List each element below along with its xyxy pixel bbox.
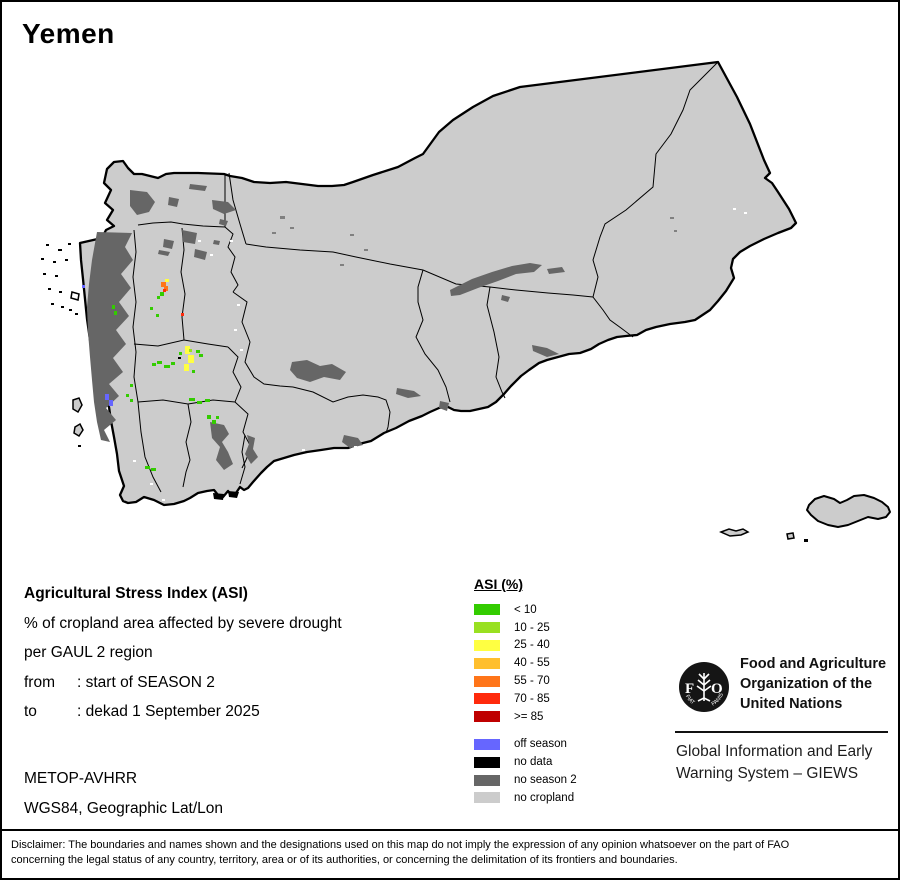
fao-logo-icon: F O FIAT PANIS (679, 662, 729, 712)
page-title: Yemen (22, 18, 115, 49)
legend-label: 70 - 85 (514, 692, 550, 705)
sensor-name: METOP-AVHRR (24, 770, 138, 787)
no-season2-patches (87, 184, 565, 470)
from-value: : start of SEASON 2 (77, 673, 215, 691)
giews-line2: Warning System – GIEWS (676, 765, 859, 782)
asi-from-line: from : start of SEASON 2 (24, 668, 342, 698)
legend-label: 55 - 70 (514, 675, 550, 688)
asi-heading: Agricultural Stress Index (ASI) (24, 585, 248, 602)
giews-name: Global Information and Early Warning Sys… (676, 741, 872, 785)
to-label: to (24, 703, 37, 721)
country-outline (78, 60, 798, 507)
legend-row: no data (474, 753, 577, 771)
legend-title: ASI (%) (474, 576, 523, 592)
legend-swatch (474, 756, 500, 768)
legend-label: 25 - 40 (514, 639, 550, 652)
red-sea-islands (41, 243, 84, 447)
legend-row: no season 2 (474, 771, 577, 789)
legend-label: 10 - 25 (514, 621, 550, 634)
legend-classes: < 10 10 - 25 25 - 40 40 - 55 55 - 70 70 … (474, 601, 577, 726)
legend-swatch (474, 711, 500, 723)
legend-swatch (474, 693, 500, 705)
legend-row: 70 - 85 (474, 690, 577, 708)
legend-row: 25 - 40 (474, 637, 577, 655)
legend-label: no data (514, 756, 553, 769)
legend-row: 55 - 70 (474, 672, 577, 690)
legend: ASI (%) < 10 10 - 25 25 - 40 40 - 55 55 … (474, 576, 577, 807)
wheat-ear-icon (696, 673, 712, 702)
legend-label: no cropland (514, 791, 575, 804)
sensor-block: METOP-AVHRR WGS84, Geographic Lat/Lon (24, 764, 223, 824)
legend-label: 40 - 55 (514, 657, 550, 670)
asi-region-line: per GAUL 2 region (24, 644, 153, 662)
asi-pixels (82, 279, 219, 471)
legend-swatch (474, 738, 500, 750)
disclaimer: Disclaimer: The boundaries and names sho… (2, 829, 898, 878)
legend-swatch (474, 774, 500, 786)
legend-row: off season (474, 736, 577, 754)
asi-subtitle: % of cropland area affected by severe dr… (24, 614, 342, 632)
fao-org-name: Food and Agriculture Organization of the… (740, 654, 886, 714)
legend-swatch (474, 639, 500, 651)
giews-line1: Global Information and Early (676, 743, 873, 760)
legend-row: < 10 (474, 601, 577, 619)
fao-org-line2: Organization of the (740, 676, 873, 692)
fao-divider (675, 731, 888, 733)
aden-peninsulas (213, 491, 239, 500)
legend-row: 40 - 55 (474, 654, 577, 672)
legend-label: off season (514, 738, 567, 751)
legend-swatch (474, 622, 500, 634)
to-value: : dekad 1 September 2025 (77, 703, 260, 721)
admin-boundaries (132, 61, 719, 493)
socotra-island (719, 494, 891, 542)
legend-row: 10 - 25 (474, 619, 577, 637)
legend-row: >= 85 (474, 708, 577, 726)
fao-org-line1: Food and Agriculture (740, 656, 887, 672)
legend-row: no cropland (474, 789, 577, 807)
legend-swatch (474, 792, 500, 804)
fao-letter-f: F (685, 681, 694, 697)
projection-name: WGS84, Geographic Lat/Lon (24, 800, 224, 817)
from-label: from (24, 673, 55, 691)
asi-to-line: to : dekad 1 September 2025 (24, 697, 342, 727)
legend-label: >= 85 (514, 710, 544, 723)
fao-letter-o: O (711, 681, 723, 697)
legend-label: < 10 (514, 603, 537, 616)
legend-swatch (474, 657, 500, 669)
legend-swatch (474, 675, 500, 687)
legend-swatch (474, 604, 500, 616)
info-block: Agricultural Stress Index (ASI) % of cro… (24, 579, 342, 727)
fao-org-line3: United Nations (740, 696, 843, 712)
legend-extra: off season no data no season 2 no cropla… (474, 736, 577, 807)
white-specks (133, 208, 747, 501)
legend-label: no season 2 (514, 774, 577, 787)
